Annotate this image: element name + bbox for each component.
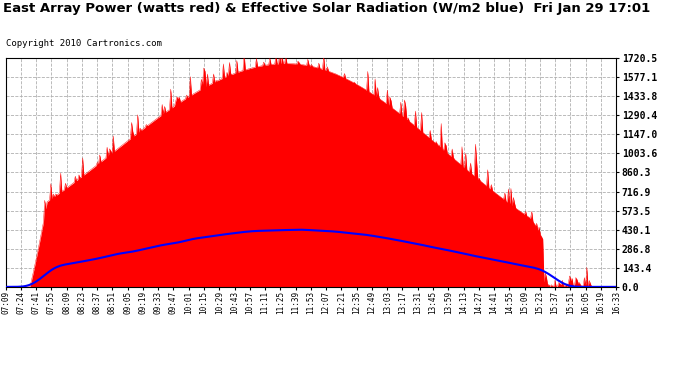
Text: East Array Power (watts red) & Effective Solar Radiation (W/m2 blue)  Fri Jan 29: East Array Power (watts red) & Effective… xyxy=(3,2,651,15)
Text: Copyright 2010 Cartronics.com: Copyright 2010 Cartronics.com xyxy=(6,39,161,48)
